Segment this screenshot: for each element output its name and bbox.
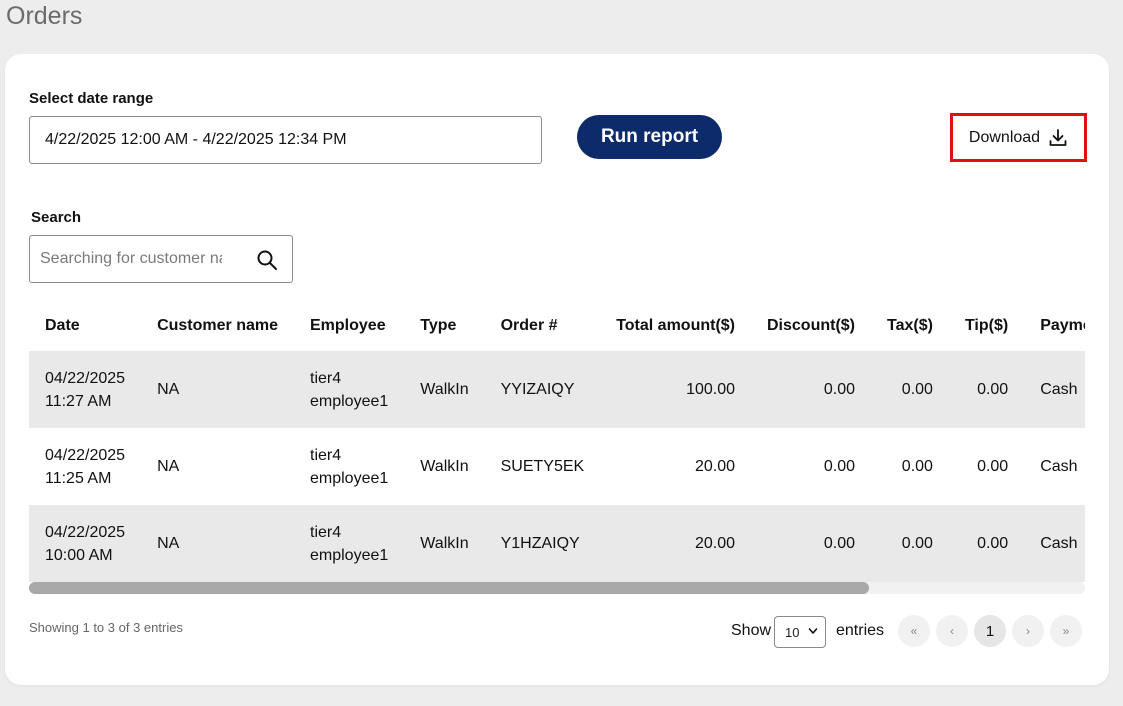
cell-discount: 0.00 bbox=[823, 535, 855, 552]
cell-total: 100.00 bbox=[686, 381, 735, 398]
date-line: 04/22/2025 bbox=[45, 446, 126, 464]
orders-card: Select date range 4/22/2025 12:00 AM - 4… bbox=[5, 54, 1109, 685]
table-row[interactable]: 04/22/2025 11:27 AM NA tier4 employee1 Wal… bbox=[29, 351, 1085, 428]
show-label: Show bbox=[731, 622, 772, 639]
next-page-button[interactable]: › bbox=[1012, 615, 1044, 647]
orders-table: Date Customer name Employee Type Order #… bbox=[29, 301, 1085, 582]
column-header-discount[interactable]: Discount($) bbox=[767, 317, 855, 334]
employee-line: employee1 bbox=[310, 546, 389, 564]
cell-tax: 0.00 bbox=[901, 381, 933, 398]
cell-order-number: YYIZAIQY bbox=[500, 381, 575, 398]
date-range-input[interactable]: 4/22/2025 12:00 AM - 4/22/2025 12:34 PM bbox=[29, 116, 542, 164]
search-input[interactable] bbox=[40, 250, 222, 268]
column-header-customer-name[interactable]: Customer name bbox=[157, 317, 278, 334]
cell-total: 20.00 bbox=[694, 458, 735, 475]
cell-discount: 0.00 bbox=[823, 381, 855, 398]
employee-line: tier4 bbox=[310, 446, 342, 464]
cell-employee: tier4 employee1 bbox=[294, 505, 404, 582]
column-header-order-number[interactable]: Order # bbox=[500, 317, 558, 334]
orders-table-container: Date Customer name Employee Type Order #… bbox=[29, 301, 1085, 595]
search-label: Search bbox=[31, 209, 82, 226]
previous-page-button[interactable]: ‹ bbox=[936, 615, 968, 647]
column-header-employee[interactable]: Employee bbox=[310, 317, 386, 334]
date-range-label: Select date range bbox=[29, 90, 154, 107]
page-size-select[interactable]: 10 bbox=[774, 616, 826, 648]
cell-employee: tier4 employee1 bbox=[294, 351, 404, 428]
table-row[interactable]: 04/22/2025 10:00 AM NA tier4 employee1 Wal… bbox=[29, 505, 1085, 582]
page-title: Orders bbox=[6, 2, 83, 30]
cell-payment: Cash bbox=[1040, 381, 1078, 398]
employee-line: tier4 bbox=[310, 523, 342, 541]
date-line: 04/22/2025 bbox=[45, 369, 126, 387]
cell-tip: 0.00 bbox=[977, 381, 1009, 398]
cell-type: WalkIn bbox=[420, 458, 469, 475]
cell-order-number: Y1HZAIQY bbox=[500, 535, 580, 552]
cell-date: 04/22/2025 11:25 AM bbox=[29, 428, 141, 505]
cell-customer: NA bbox=[157, 458, 180, 475]
date-line: 04/22/2025 bbox=[45, 523, 126, 541]
horizontal-scrollbar[interactable] bbox=[29, 582, 1085, 594]
time-line: 10:00 AM bbox=[45, 546, 113, 564]
cell-payment: Cash bbox=[1040, 458, 1078, 475]
column-header-tax[interactable]: Tax($) bbox=[887, 317, 933, 334]
date-range-value: 4/22/2025 12:00 AM - 4/22/2025 12:34 PM bbox=[45, 131, 347, 148]
column-header-type[interactable]: Type bbox=[420, 317, 457, 334]
cell-date: 04/22/2025 11:27 AM bbox=[29, 351, 141, 428]
cell-type: WalkIn bbox=[420, 535, 469, 552]
page-size-value: 10 bbox=[785, 624, 800, 640]
employee-line: employee1 bbox=[310, 392, 389, 410]
column-header-total-amount[interactable]: Total amount($) bbox=[616, 317, 735, 334]
last-page-button[interactable]: » bbox=[1050, 615, 1082, 647]
cell-payment: Cash bbox=[1040, 535, 1078, 552]
time-line: 11:27 AM bbox=[45, 392, 112, 410]
table-header-row: Date Customer name Employee Type Order #… bbox=[29, 301, 1085, 351]
cell-tip: 0.00 bbox=[977, 458, 1009, 475]
cell-type: WalkIn bbox=[420, 381, 469, 398]
employee-line: employee1 bbox=[310, 469, 389, 487]
search-box bbox=[29, 235, 293, 283]
cell-customer: NA bbox=[157, 535, 180, 552]
cell-order-number: SUETY5EK bbox=[500, 458, 585, 475]
scrollbar-thumb[interactable] bbox=[29, 582, 869, 594]
column-header-payments[interactable]: Payments bbox=[1040, 317, 1085, 334]
cell-tip: 0.00 bbox=[977, 535, 1009, 552]
cell-employee: tier4 employee1 bbox=[294, 428, 404, 505]
column-header-tip[interactable]: Tip($) bbox=[964, 317, 1009, 334]
cell-date: 04/22/2025 10:00 AM bbox=[29, 505, 141, 582]
download-button[interactable]: Download bbox=[950, 113, 1087, 162]
cell-discount: 0.00 bbox=[823, 458, 855, 475]
run-report-button[interactable]: Run report bbox=[577, 115, 722, 159]
entries-label: entries bbox=[836, 622, 885, 639]
entries-info: Showing 1 to 3 of 3 entries bbox=[29, 620, 183, 635]
cell-tax: 0.00 bbox=[901, 535, 933, 552]
download-label: Download bbox=[968, 128, 1041, 146]
cell-customer: NA bbox=[157, 381, 180, 398]
table-row[interactable]: 04/22/2025 11:25 AM NA tier4 employee1 Wal… bbox=[29, 428, 1085, 505]
page-1-button[interactable]: 1 bbox=[974, 615, 1006, 647]
cell-total: 20.00 bbox=[694, 535, 735, 552]
employee-line: tier4 bbox=[310, 369, 342, 387]
first-page-button[interactable]: « bbox=[898, 615, 930, 647]
cell-tax: 0.00 bbox=[901, 458, 933, 475]
column-header-date[interactable]: Date bbox=[45, 317, 80, 334]
download-icon bbox=[1049, 128, 1067, 146]
chevron-down-icon bbox=[808, 628, 818, 634]
time-line: 11:25 AM bbox=[45, 469, 112, 487]
search-icon[interactable] bbox=[256, 249, 278, 271]
